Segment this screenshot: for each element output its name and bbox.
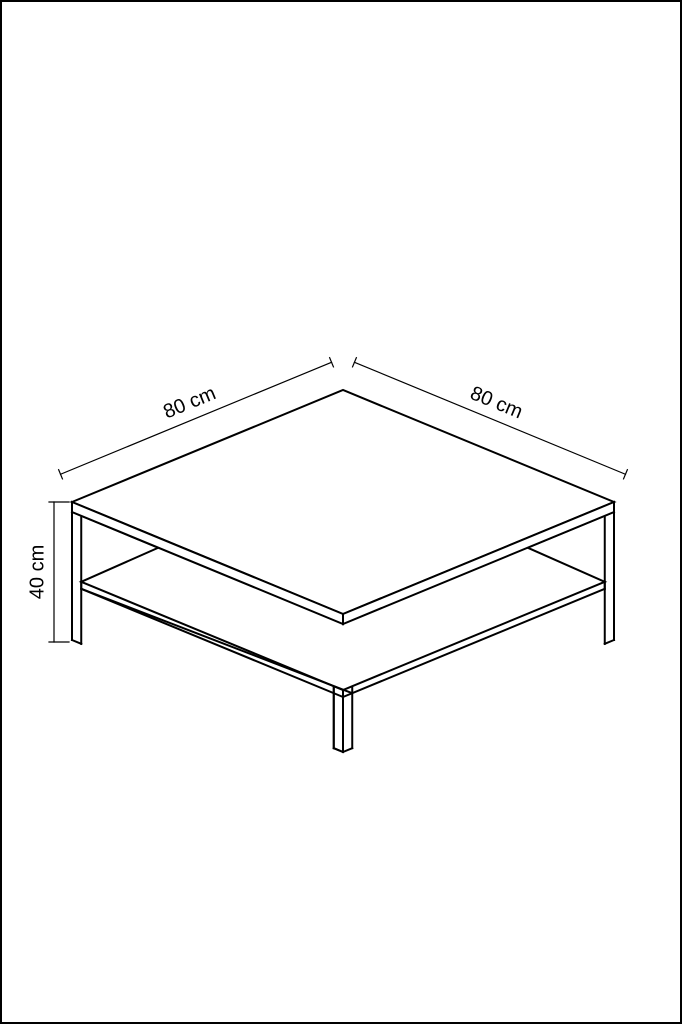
dimension-label: 80 cm (467, 382, 526, 423)
table-drawing: 80 cm 80 cm 40 cm (2, 2, 682, 1026)
dimension-label-height: 40 cm (26, 545, 48, 599)
diagram-frame: 80 cm 80 cm 40 cm (0, 0, 682, 1024)
dimension-label: 80 cm (160, 382, 219, 423)
